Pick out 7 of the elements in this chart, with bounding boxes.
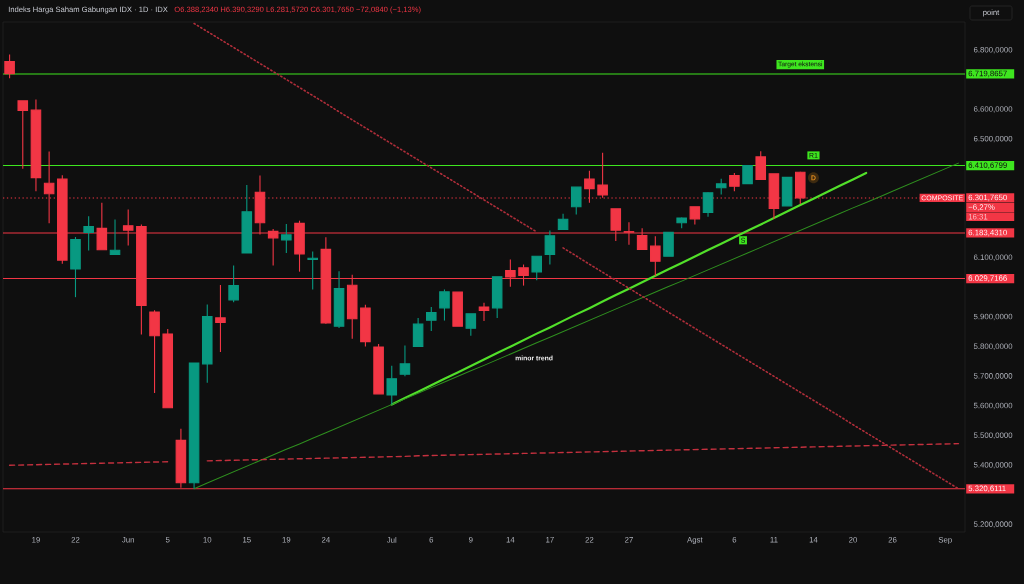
candlestick [478,302,490,322]
candlestick [333,270,345,329]
candlestick [215,284,226,353]
candlestick [83,215,94,252]
candlestick [30,98,42,192]
candlestick [399,344,411,377]
candlestick [544,229,556,266]
